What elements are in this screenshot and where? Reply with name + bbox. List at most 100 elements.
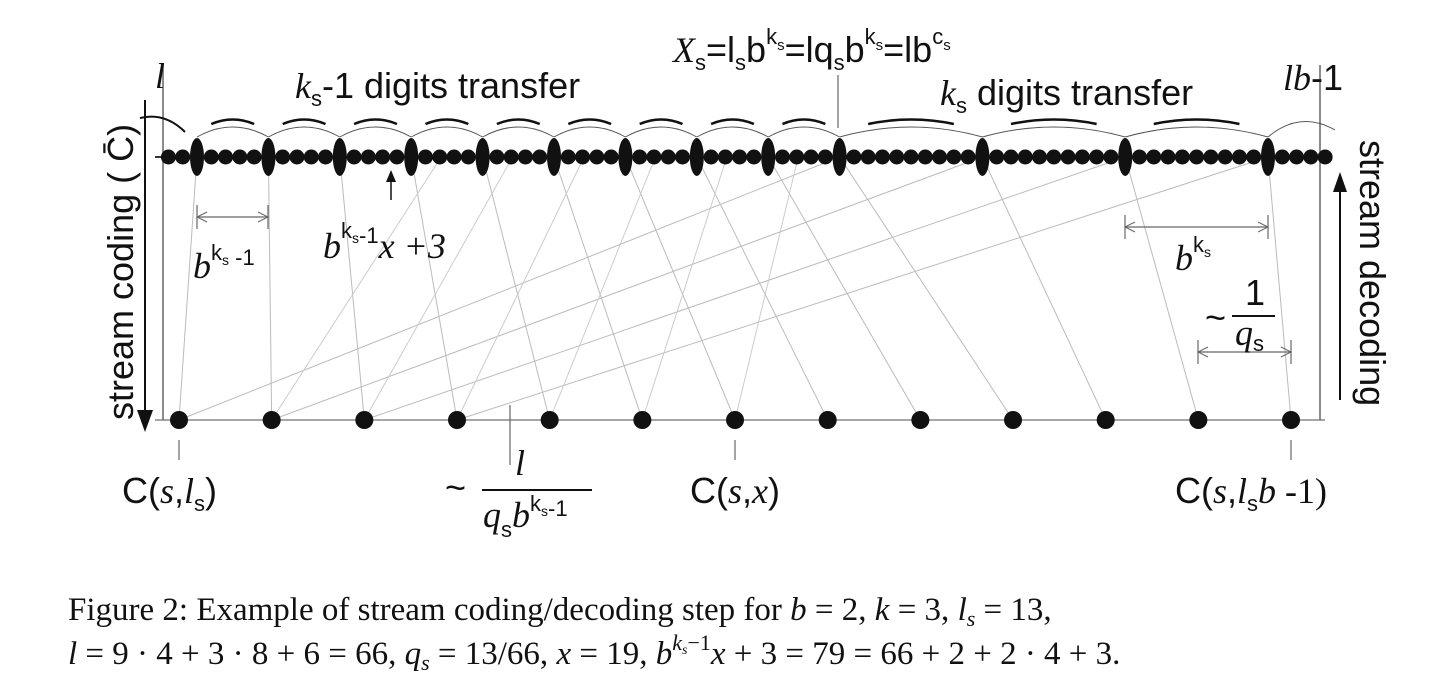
dot <box>375 149 391 165</box>
link <box>363 156 514 421</box>
dot <box>460 149 476 165</box>
dot <box>603 149 619 165</box>
dot <box>575 149 591 165</box>
label: bks <box>1175 232 1211 278</box>
dot <box>446 149 462 165</box>
link <box>271 156 442 421</box>
arc <box>339 126 412 138</box>
link <box>1267 156 1292 421</box>
label: C(s,x) <box>690 470 780 511</box>
span-head <box>1123 221 1136 233</box>
label: C(s,ls) <box>122 470 217 516</box>
span-head <box>1280 346 1293 358</box>
dot <box>1231 149 1247 165</box>
arc <box>196 126 269 138</box>
dot <box>203 149 219 165</box>
dot <box>1146 149 1162 165</box>
label: Xs=lsbks=lqsbks=lbcs <box>671 24 951 75</box>
label: ~ <box>1205 297 1226 338</box>
dot <box>232 149 248 165</box>
link <box>549 156 656 421</box>
dot <box>275 149 291 165</box>
arc-arrow <box>639 118 684 126</box>
dot <box>346 149 362 165</box>
dot <box>746 149 762 165</box>
link <box>1124 156 1199 421</box>
arc-arrow <box>867 118 955 126</box>
dot <box>448 411 467 429</box>
arc <box>410 126 483 138</box>
arc <box>625 126 698 138</box>
link <box>178 156 840 421</box>
link <box>456 156 1269 421</box>
dot <box>1282 411 1301 429</box>
arc <box>982 126 1126 138</box>
side-label: stream coding ( C̄) <box>100 124 141 420</box>
caption-line: l = 9 · 4 + 3 · 8 + 6 = 66, qs = 13/66, … <box>68 630 1120 675</box>
dot <box>889 149 905 165</box>
dot <box>932 149 948 165</box>
arc <box>1125 126 1269 138</box>
big-dot <box>261 138 276 176</box>
dot <box>389 149 405 165</box>
big-dot <box>761 138 776 176</box>
big-dot <box>332 138 347 176</box>
link <box>178 156 198 421</box>
dot <box>1317 149 1333 165</box>
dot <box>318 149 334 165</box>
dot <box>989 149 1005 165</box>
dot <box>818 411 837 429</box>
big-dot <box>1261 138 1275 176</box>
dot <box>1217 149 1233 165</box>
dot <box>1003 149 1019 165</box>
span-head <box>257 211 270 223</box>
big-dot <box>404 138 419 176</box>
label: ks digits transfer <box>940 72 1193 118</box>
dot <box>960 149 976 165</box>
arc <box>139 115 186 133</box>
link <box>981 156 1107 421</box>
big-dot <box>832 138 847 176</box>
dot <box>874 149 890 165</box>
link <box>410 156 458 421</box>
dot <box>717 149 733 165</box>
dot <box>489 149 505 165</box>
dot <box>633 411 652 429</box>
dot <box>175 149 191 165</box>
caption-line: Figure 2: Example of stream coding/decod… <box>68 592 1052 631</box>
arc-arrow <box>353 118 398 126</box>
dot <box>646 149 662 165</box>
link <box>271 156 983 421</box>
span-head <box>1196 346 1209 358</box>
arrowhead <box>137 410 153 432</box>
arc <box>839 126 983 138</box>
dot <box>1303 149 1319 165</box>
dot <box>170 411 188 429</box>
link <box>839 156 1014 421</box>
arc <box>696 126 769 138</box>
link <box>696 156 829 421</box>
dot <box>1096 411 1115 429</box>
arc-arrow <box>781 118 826 126</box>
label: ~ <box>445 467 466 508</box>
dot <box>1032 149 1048 165</box>
label: ks-1 digits transfer <box>295 65 580 111</box>
arc-arrow <box>210 118 255 126</box>
dot <box>589 149 605 165</box>
big-dot <box>547 138 561 176</box>
arc-arrow <box>567 118 612 126</box>
dot <box>1131 149 1147 165</box>
dot <box>789 149 805 165</box>
dot <box>1203 149 1219 165</box>
dot <box>726 411 745 429</box>
dot <box>160 149 176 165</box>
dot <box>917 149 933 165</box>
link <box>734 156 799 421</box>
arc-arrow <box>1153 118 1240 126</box>
dot <box>303 149 319 165</box>
link <box>267 156 273 421</box>
label: bks -1 <box>193 240 255 286</box>
dot <box>817 149 833 165</box>
link <box>339 156 365 421</box>
label: 1 <box>1245 272 1265 313</box>
